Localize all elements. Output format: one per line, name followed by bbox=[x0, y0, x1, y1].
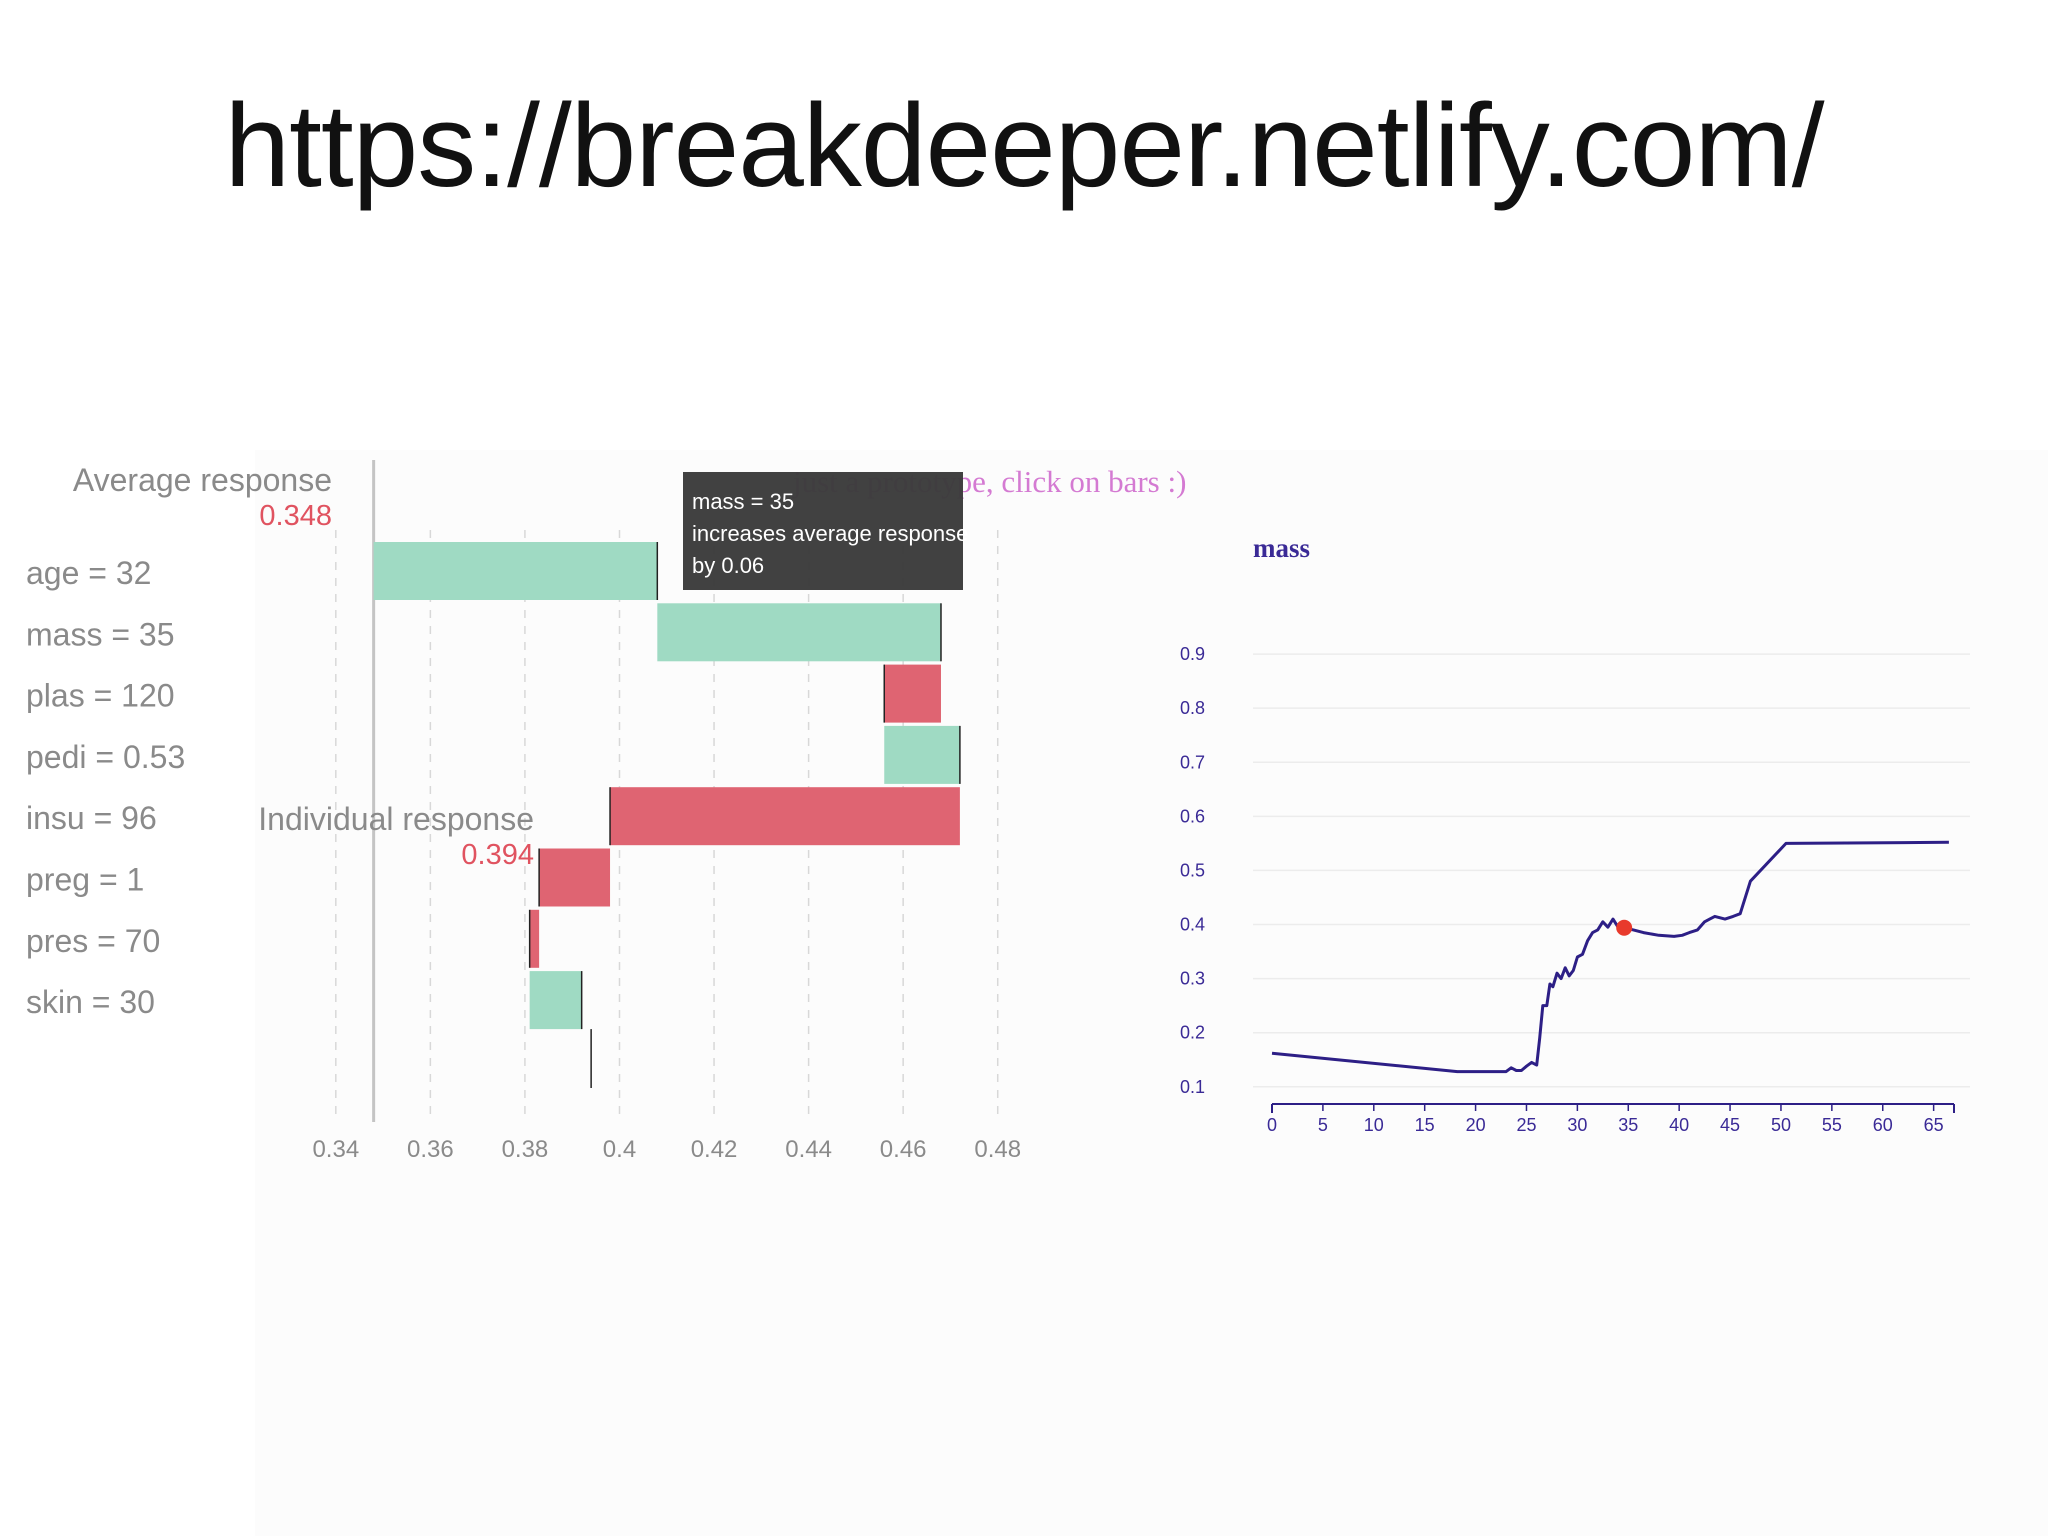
x-tick-label: 0.4 bbox=[603, 1136, 636, 1163]
feature-label: skin = 30 bbox=[26, 984, 155, 1020]
tooltip-line-1: mass = 35 bbox=[692, 489, 794, 514]
x-tick-label: 0.42 bbox=[691, 1136, 738, 1163]
waterfall-x-axis: 0.34 0.36 0.38 0.4 0.42 0.44 0.46 0.48 bbox=[312, 1136, 1021, 1163]
y-tick-label: 0.6 bbox=[1180, 806, 1205, 826]
average-response-label: Average response bbox=[73, 462, 332, 498]
x-tick-label: 0.44 bbox=[785, 1136, 832, 1163]
waterfall-chart: age = 32 mass = 35 plas = 120 pedi = 0.53 in… bbox=[26, 460, 1021, 1163]
x-tick-label: 55 bbox=[1822, 1115, 1842, 1135]
waterfall-bar[interactable] bbox=[529, 909, 540, 968]
pdp-grid bbox=[1253, 653, 1970, 1088]
x-tick-label: 0 bbox=[1267, 1115, 1277, 1135]
average-response-value: 0.348 bbox=[259, 500, 332, 532]
y-tick-label: 0.2 bbox=[1180, 1023, 1205, 1043]
y-tick-label: 0.7 bbox=[1180, 752, 1205, 772]
x-tick-label: 0.38 bbox=[502, 1136, 549, 1163]
x-tick-label: 20 bbox=[1466, 1115, 1486, 1135]
feature-label: age = 32 bbox=[26, 555, 151, 591]
feature-labels: age = 32 mass = 35 plas = 120 pedi = 0.53 in… bbox=[26, 555, 185, 1020]
x-tick-label: 10 bbox=[1364, 1115, 1384, 1135]
feature-label: plas = 120 bbox=[26, 678, 175, 714]
pdp-current-point[interactable] bbox=[1616, 919, 1633, 936]
x-tick-label: 35 bbox=[1618, 1115, 1638, 1135]
feature-label: preg = 1 bbox=[26, 862, 144, 898]
feature-label: mass = 35 bbox=[26, 616, 175, 652]
x-tick-label: 40 bbox=[1669, 1115, 1689, 1135]
tooltip-line-2: increases average response bbox=[692, 521, 968, 546]
partial-dependence-chart: mass 0.1 0.2 0.3 0.4 0.5 0.6 0.7 0.8 0.9 0 5 10 15 2… bbox=[1180, 533, 1970, 1135]
feature-label: pedi = 0.53 bbox=[26, 739, 185, 775]
individual-response-value: 0.394 bbox=[461, 839, 534, 871]
waterfall-bar[interactable] bbox=[884, 664, 941, 723]
x-tick-label: 0.48 bbox=[974, 1136, 1021, 1163]
bar-tooltip: mass = 35 increases average response by … bbox=[683, 472, 968, 590]
y-tick-label: 0.8 bbox=[1180, 698, 1205, 718]
pdp-title: mass bbox=[1253, 533, 1310, 563]
x-tick-label: 65 bbox=[1924, 1115, 1944, 1135]
waterfall-bar[interactable] bbox=[373, 542, 658, 600]
x-tick-label: 0.46 bbox=[880, 1136, 927, 1163]
x-tick-label: 5 bbox=[1318, 1115, 1328, 1135]
x-tick-label: 50 bbox=[1771, 1115, 1791, 1135]
waterfall-bar[interactable] bbox=[884, 725, 960, 784]
x-tick-label: 60 bbox=[1873, 1115, 1893, 1135]
waterfall-bar[interactable] bbox=[529, 971, 582, 1030]
x-tick-label: 15 bbox=[1415, 1115, 1435, 1135]
feature-label: pres = 70 bbox=[26, 923, 160, 959]
pdp-series-line bbox=[1271, 840, 1949, 1074]
y-tick-label: 0.3 bbox=[1180, 969, 1205, 989]
tooltip-background bbox=[683, 472, 963, 590]
x-tick-label: 30 bbox=[1567, 1115, 1587, 1135]
pdp-x-axis: 0 5 10 15 20 25 30 35 40 45 50 55 60 65 bbox=[1267, 1103, 1955, 1135]
waterfall-bars bbox=[373, 542, 961, 1088]
waterfall-bar[interactable] bbox=[657, 603, 941, 662]
x-tick-label: 0.36 bbox=[407, 1136, 454, 1163]
y-tick-label: 0.1 bbox=[1180, 1077, 1205, 1097]
pdp-y-axis: 0.1 0.2 0.3 0.4 0.5 0.6 0.7 0.8 0.9 bbox=[1180, 644, 1205, 1097]
y-tick-label: 0.9 bbox=[1180, 644, 1205, 664]
x-tick-label: 45 bbox=[1720, 1115, 1740, 1135]
slide-url-title: https://breakdeeper.netlify.com/ bbox=[224, 80, 1824, 212]
x-tick-label: 25 bbox=[1516, 1115, 1536, 1135]
y-tick-label: 0.4 bbox=[1180, 915, 1205, 935]
waterfall-bar[interactable] bbox=[610, 787, 960, 846]
individual-response-label: Individual response bbox=[258, 801, 534, 837]
tooltip-line-3: by 0.06 bbox=[692, 553, 764, 578]
x-tick-label: 0.34 bbox=[312, 1136, 359, 1163]
y-tick-label: 0.5 bbox=[1180, 860, 1205, 880]
waterfall-bar[interactable] bbox=[539, 848, 611, 907]
feature-label: insu = 96 bbox=[26, 800, 157, 836]
